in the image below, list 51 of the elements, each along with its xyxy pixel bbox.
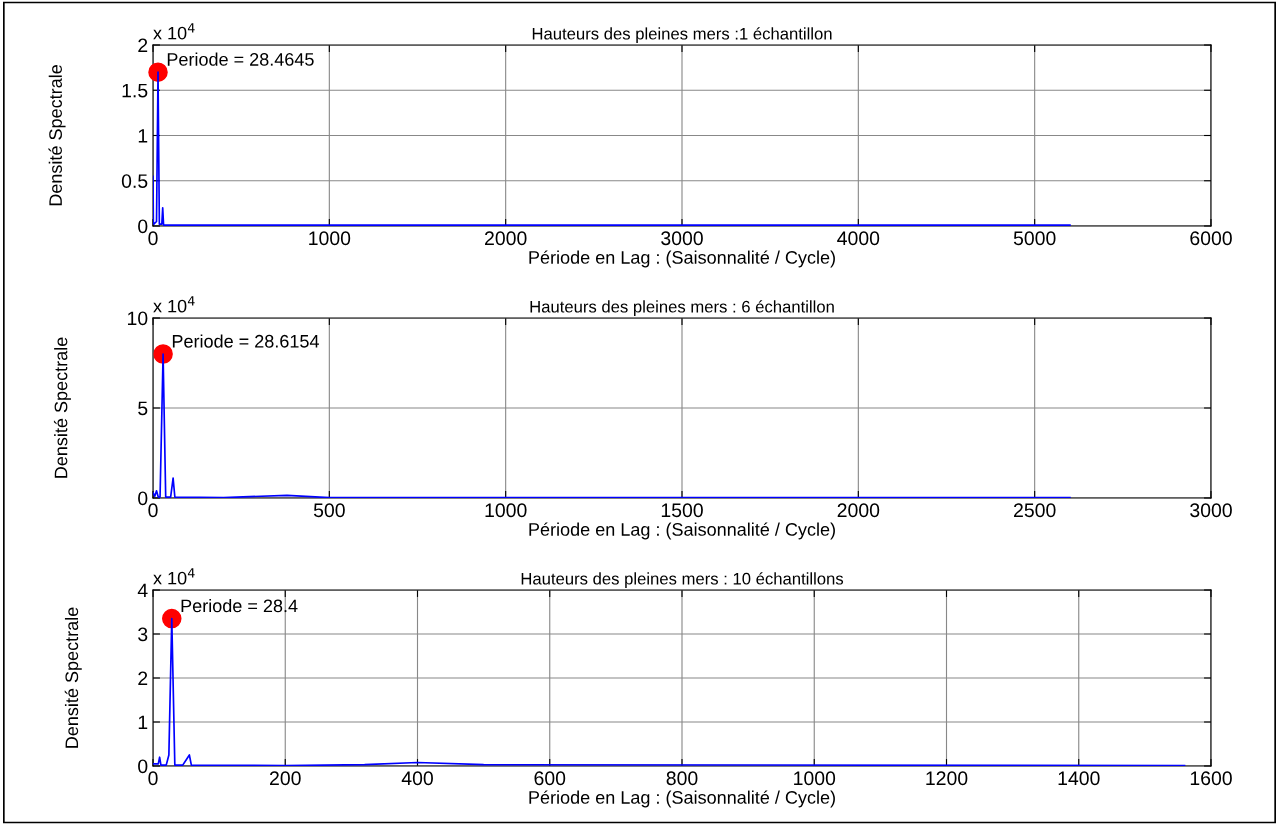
y-tick-label: 10 [128, 311, 148, 326]
x-tick-label: 500 [313, 503, 345, 518]
x-tick-label: 1000 [485, 503, 527, 518]
text: x 10$^{4}$ [153, 568, 195, 585]
annotation: Periode = 28.4 [181, 598, 298, 613]
x-tick-label: 600 [534, 771, 566, 786]
annotation: Periode = 28.4645 [167, 52, 314, 66]
x-tick-label: 1200 [926, 771, 968, 786]
y-axis-title: Densité Spectrale [48, 65, 66, 206]
y-tick-label: 0.5 [121, 174, 148, 188]
y-axis-title: Densité Spectrale [53, 337, 71, 478]
x-tick-label: 2500 [1014, 503, 1056, 518]
annotation: Periode = 28.6154 [172, 334, 319, 348]
y-tick-label: 1.5 [122, 83, 148, 98]
chart-title: Hauteurs des pleines mers : 6 échantillon [530, 300, 834, 316]
x-axis-title: Période en Lag : (Saisonnalité / Cycle) [529, 250, 835, 268]
y-tick-label: 0 [138, 491, 148, 506]
x-tick-label: 1600 [1190, 771, 1232, 786]
x-tick-label: 1000 [794, 771, 836, 786]
x-tick-label: 6000 [1190, 231, 1232, 246]
x-tick-label: 400 [401, 771, 433, 786]
y-tick-label: 2 [138, 671, 148, 686]
x-axis-title: Période en Lag : (Saisonnalité / Cycle) [529, 790, 835, 808]
text: x 10$^{4}$ [153, 23, 195, 40]
x-tick-label: 4000 [837, 231, 880, 246]
x-tick-label: 0 [148, 503, 158, 518]
y-tick-label: 1 [138, 715, 148, 730]
y-tick-label: 4 [137, 583, 148, 598]
chart-title: Hauteurs des pleines mers :1 échantillon [532, 27, 832, 43]
y-tick-label: 1 [138, 129, 148, 143]
y-tick-label: 0 [138, 759, 148, 774]
x-tick-label: 200 [270, 771, 301, 786]
x-tick-label: 3000 [661, 231, 703, 246]
x-tick-label: 1500 [661, 503, 703, 518]
x-axis-title: Période en Lag : (Saisonnalité / Cycle) [529, 522, 835, 540]
x-tick-label: 2000 [485, 231, 527, 246]
text: x 10$^{4}$ [153, 296, 195, 313]
x-tick-label: 1000 [309, 231, 351, 246]
x-tick-label: 5000 [1013, 231, 1056, 246]
y-axis-title: Densité Spectrale [64, 607, 82, 748]
chart-title: Hauteurs des pleines mers : 10 échantillons [521, 572, 844, 588]
y-tick-label: 3 [138, 627, 148, 642]
x-tick-label: 800 [666, 771, 698, 786]
x-tick-label: 3000 [1190, 503, 1232, 518]
y-tick-label: 5 [138, 401, 148, 416]
x-tick-label: 0 [148, 231, 158, 246]
y-tick-label: 2 [138, 38, 148, 53]
x-tick-label: 2000 [837, 503, 880, 518]
y-tick-label: 0 [138, 219, 148, 234]
x-tick-label: 1400 [1058, 771, 1100, 786]
x-tick-label: 0 [148, 771, 158, 786]
